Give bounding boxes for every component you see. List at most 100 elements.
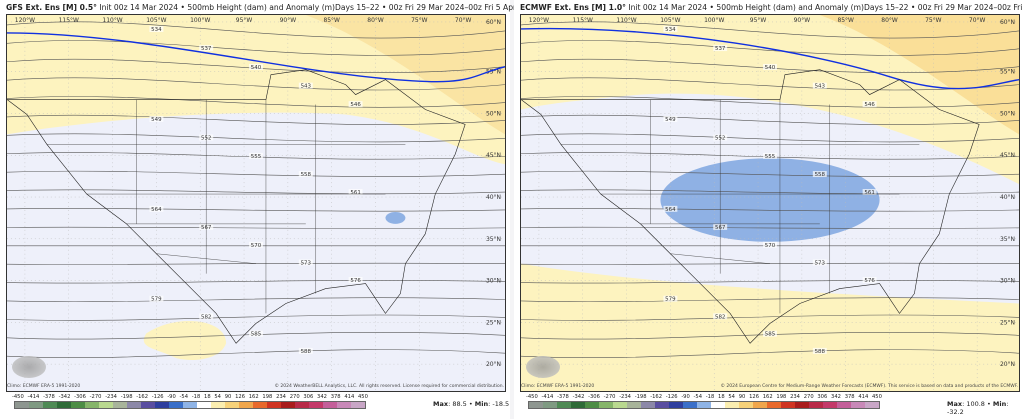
colorbar-tick: -18 [705,394,715,400]
colorbar [14,401,366,409]
colorbar-swatch [43,402,57,408]
colorbar-swatch [599,402,613,408]
colorbar-swatch [809,402,823,408]
map[interactable]: 120°W 115°W 110°W 105°W 100°W 95°W 90°W 85°W 80°… [6,14,506,392]
colorbar-tick: 162 [762,394,773,400]
logo [526,356,560,378]
map[interactable]: 120°W 115°W 110°W 105°W 100°W 95°W 90°W 85°W 80°… [520,14,1020,392]
colorbar-swatch [543,402,557,408]
height-contour [521,297,1019,303]
min-value: -32.2 [947,408,964,416]
valid-period: Days 15–22 • 00z Fri 29 Mar 2024–00z Fri… [335,3,538,12]
colorbar-tick: 270 [803,394,814,400]
height-contour [521,208,1019,212]
colorbar-tick: 450 [358,394,368,400]
negative-anomaly [660,158,880,242]
colorbar-tick: -234 [619,394,631,400]
colorbar-tick: -306 [588,394,600,400]
contour-label: 555 [765,154,775,160]
lat-label: 45°N [1000,152,1015,159]
lon-label: 105°W [660,17,680,24]
contour-label: 579 [151,297,162,303]
colorbar-swatch [851,402,865,408]
colorbar-swatch [197,402,211,408]
height-contour [7,208,505,212]
contour-label: 555 [251,154,261,160]
lat-label: 20°N [486,361,501,368]
colorbar-swatch [865,402,879,408]
contour-label: 579 [665,297,676,303]
lon-label: 100°W [704,17,724,24]
colorbar-swatch [85,402,99,408]
height-contour [521,170,1019,177]
height-contour [7,114,505,125]
height-contour [521,189,1019,195]
colorbar-swatch [71,402,85,408]
climo-credit: Climo: ECMWF ERA-5 1991-2020 [521,384,595,389]
colorbar-tick: -126 [151,394,164,400]
state-borders [560,99,920,314]
height-contour [521,152,1019,160]
contour-label: 576 [350,278,361,284]
lat-label: 60°N [486,19,501,26]
contour-label: 546 [864,102,875,108]
colorbar-swatch [739,402,753,408]
reference-height-line [521,27,1019,90]
contour-label: 567 [715,225,726,231]
lat-label: 60°N [1000,19,1015,26]
lon-label: 120°W [15,17,35,24]
colorbar-tick: -306 [74,394,86,400]
lon-label: 90°W [794,17,811,24]
colorbar-swatch [113,402,127,408]
contour-label: 582 [715,314,725,320]
colorbar-swatch [155,402,169,408]
max-value: 88.5 [452,400,467,408]
contour-label: 540 [765,65,776,71]
height-contour [521,332,1019,340]
colorbar-swatch [239,402,253,408]
lon-label: 90°W [280,17,297,24]
height-contour [7,21,505,39]
colorbar-swatch [613,402,627,408]
colorbar-swatch [627,402,641,408]
colorbar-tick: -450 [12,394,24,400]
colorbar-tick: 270 [289,394,300,400]
contour-label: 564 [665,207,676,213]
lon-label: 120°W [529,17,549,24]
min-label: Min [992,400,1007,408]
colorbar-swatch [823,402,837,408]
colorbar-swatch [697,402,711,408]
colorbar-swatch [571,402,585,408]
contour-label: 537 [201,46,212,52]
colorbar-tick: 126 [235,394,245,400]
contour-label: 573 [301,260,312,266]
contour-label: 543 [815,84,826,90]
height-contour [521,133,1019,143]
lon-label: 100°W [190,17,210,24]
height-contour [7,332,505,340]
colorbar-tick: 90 [224,394,232,400]
colorbar-tick: -378 [557,394,569,400]
lon-label: 70°W [455,17,472,24]
colorbar-tick: 414 [858,394,869,400]
colorbar-swatch [253,402,267,408]
colorbar-tick: -126 [665,394,678,400]
height-contour [521,114,1019,125]
colorbar-tick: 306 [817,394,828,400]
negative-anomaly [385,211,406,224]
model-name: GFS Ext. Ens [M] 0.5° [6,3,97,12]
contour-label: 585 [251,332,261,338]
contour-label: 561 [864,190,874,196]
height-contour [7,133,505,143]
lon-label: 95°W [236,17,253,24]
colorbar-swatch [225,402,239,408]
colorbar-swatch [711,402,725,408]
max-min: Max: 100.8 • Min: -32.2 [947,400,1009,416]
height-contour [7,96,505,108]
colorbar-tick: 450 [872,394,882,400]
colorbar-tick: -414 [27,394,40,400]
state-borders [46,99,406,314]
lat-label: 55°N [486,69,501,76]
colorbar-swatch [529,402,543,408]
height-contour [521,21,1019,39]
